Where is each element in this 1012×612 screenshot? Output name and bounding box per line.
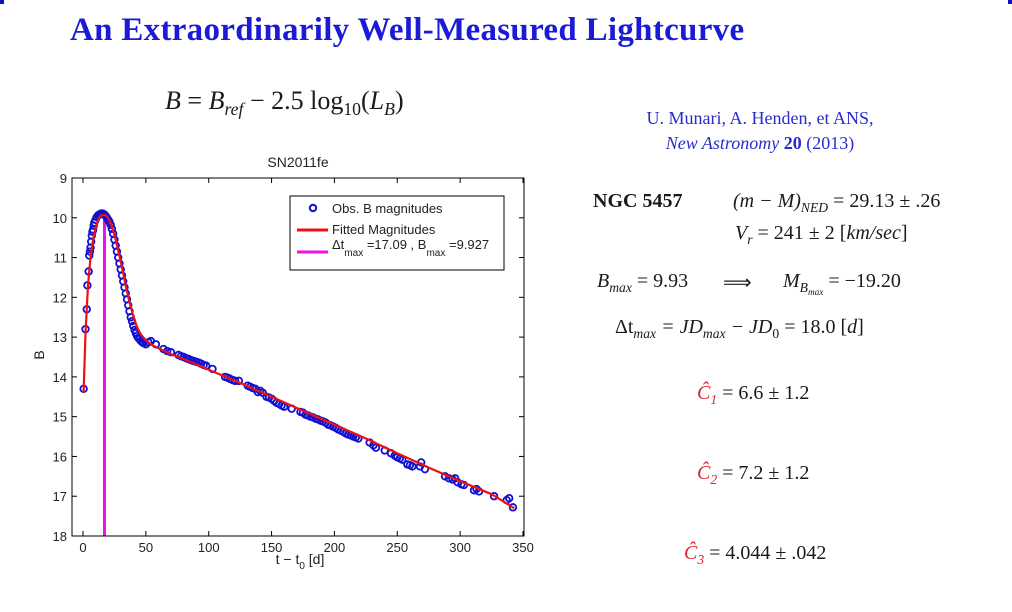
y-tick-label: 17 [53,489,67,504]
y-tick-label: 13 [53,330,67,345]
galaxy-name: NGC 5457 [593,190,683,212]
plot-frame [71,177,525,537]
obs-point [489,492,499,501]
y-tick-label: 14 [53,370,67,385]
obs-point [508,503,518,512]
x-tick-label: 150 [261,540,283,555]
y-tick-label: 12 [53,290,67,305]
y-tick-label: 15 [53,410,67,425]
legend-tmax-label: Δtmax =17.09 , Bmax =9.927 [332,237,489,259]
y-tick-label: 18 [53,529,67,544]
slide-corner-mark [0,0,4,4]
coefficient-c1: Ĉ1 = 6.6 ± 1.2 [697,382,810,407]
x-tick-label: 50 [139,540,153,555]
x-tick-label: 200 [324,540,346,555]
x-tick-label: 350 [512,540,534,555]
delta-t-max: Δtmax = JDmax − JD0 = 18.0 [d] [615,316,864,341]
legend-obs-label: Obs. B magnitudes [332,201,443,216]
citation-journal: New Astronomy 20 (2013) [665,133,855,153]
legend-box [289,195,505,271]
slide-corner-mark [1008,0,1012,4]
obs-point [408,462,417,471]
legend: Obs. B magnitudes Fitted Magnitudes Δtma… [289,195,505,271]
y-axis-label: B [31,350,47,359]
y-tick-label: 11 [54,251,68,266]
implies-arrow: ⟹ [723,272,752,294]
y-tick-label: 16 [53,449,67,464]
magnitude-formula: B = Bref − 2.5 log10(LB) [165,86,404,120]
x-tick-label: 300 [449,540,471,555]
fit-line [82,213,515,510]
obs-point [230,376,240,386]
citation: U. Munari, A. Henden, et ANS, New Astron… [610,106,910,156]
lightcurve-chart: SN2011fe 0 50 100 150 200 250 300 350 9 10 11 12 13 1… [31,154,534,572]
x-tick-label: 0 [79,540,86,555]
y-tick-label: 9 [60,171,67,186]
coefficient-c2: Ĉ2 = 7.2 ± 1.2 [697,462,810,487]
radial-velocity: Vr = 241 ± 2 [km/sec] [735,222,908,247]
legend-fit-label: Fitted Magnitudes [332,222,436,237]
slide-title: An Extraordinarily Well-Measured Lightcu… [70,12,745,48]
legend-obs-marker [308,203,318,213]
obs-point [504,494,514,503]
distance-modulus: (m − M)NED = 29.13 ± .26 [733,190,941,215]
absolute-magnitude: MBmax = −19.20 [783,270,901,297]
citation-authors: U. Munari, A. Henden, et ANS, [646,108,874,128]
x-tick-label: 250 [386,540,408,555]
x-axis-label: t − t0 [d] [276,551,325,572]
b-max: Bmax = 9.93 [597,270,689,295]
x-tick-label: 100 [198,540,220,555]
coefficient-c3: Ĉ3 = 4.044 ± .042 [684,542,827,567]
y-tick-label: 10 [53,211,67,226]
chart-title: SN2011fe [267,154,328,170]
